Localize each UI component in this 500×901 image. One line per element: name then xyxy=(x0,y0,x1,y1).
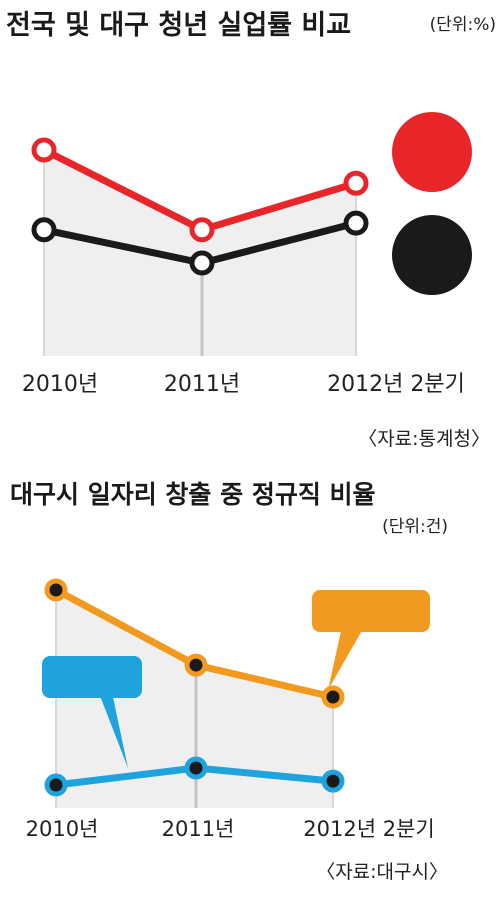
data-point-대구 xyxy=(189,217,215,243)
chart1-plot xyxy=(31,112,472,356)
data-point-전국 xyxy=(31,217,57,243)
chart2-title: 대구시 일자리 창출 중 정규직 비율 xyxy=(10,480,376,509)
data-point-비정규직 xyxy=(321,685,345,709)
chart2-tick-label: 2012년 2분기 xyxy=(303,817,434,841)
chart2-tick-label: 2011년 xyxy=(162,817,235,841)
chart1-unit: (단위:%) xyxy=(430,15,496,35)
data-point-전국 xyxy=(343,210,369,236)
chart2-source: 〈자료:대구시〉 xyxy=(316,861,448,883)
data-point-전국 xyxy=(189,250,215,276)
callout-pointer-비정규직 xyxy=(328,620,368,690)
data-point-대구 xyxy=(31,137,57,163)
data-point-정규직 xyxy=(44,773,68,797)
chart2-plot xyxy=(42,578,430,808)
data-point-비정규직 xyxy=(44,578,68,602)
chart1-tick-label: 2010년 xyxy=(22,372,98,397)
chart1-title: 전국 및 대구 청년 실업률 비교 xyxy=(6,10,351,41)
chart1-source: 〈자료:통계청〉 xyxy=(358,428,490,450)
callout-pointer-정규직 xyxy=(95,683,128,768)
legend-badge-정규직 xyxy=(42,656,142,698)
chart2-unit: (단위:건) xyxy=(382,517,448,537)
chart1-tick-label: 2012년 2분기 xyxy=(327,372,465,397)
legend-badge-비정규직 xyxy=(312,590,430,632)
chart2-tick-label: 2010년 xyxy=(26,817,99,841)
legend-badge-전국 xyxy=(392,215,472,295)
legend-badge-대구 xyxy=(392,112,472,192)
chart1-x-axis: 2010년 2011년 2012년 2분기 xyxy=(22,372,465,397)
data-point-대구 xyxy=(343,170,369,196)
data-point-정규직 xyxy=(321,769,345,793)
chart2-x-axis: 2010년 2011년 2012년 2분기 xyxy=(26,817,435,841)
data-point-정규직 xyxy=(184,756,208,780)
chart1-tick-label: 2011년 xyxy=(164,372,240,397)
data-point-비정규직 xyxy=(184,653,208,677)
